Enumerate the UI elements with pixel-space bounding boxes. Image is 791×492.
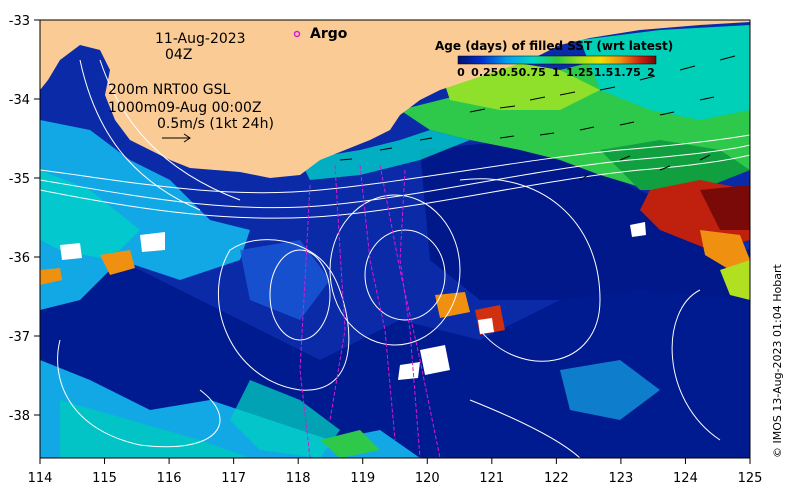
plot-border xyxy=(39,19,751,459)
legend-tick-label: 1.25 xyxy=(566,66,593,79)
x-tick-label: 117 xyxy=(221,471,246,486)
info-line-3: 0.5m/s (1kt 24h) xyxy=(157,116,274,132)
x-tick-label: 116 xyxy=(157,471,182,486)
y-tick-label: -36 xyxy=(9,251,30,266)
legend-tick-label: 0.75 xyxy=(519,66,546,79)
x-tick-label: 114 xyxy=(28,471,53,486)
nodata-patch-5 xyxy=(630,222,646,237)
light-blue-patch-east xyxy=(560,360,660,420)
dark-green-patch xyxy=(600,140,750,190)
cyan-band-northeast xyxy=(580,25,750,120)
argo-legend-label: Argo xyxy=(310,26,348,42)
legend-tick-label: 2 xyxy=(647,66,655,79)
mid-blue-patch xyxy=(240,240,330,320)
argo-tracks xyxy=(299,164,441,458)
cyan-patch-center xyxy=(230,380,340,458)
y-tick-label: -38 xyxy=(9,409,30,424)
nodata-patch-4 xyxy=(60,243,82,260)
info-line-1: 200m NRT00 GSL xyxy=(108,82,231,98)
x-tick-label: 123 xyxy=(608,471,633,486)
legend-tick-label: 0.5 xyxy=(499,66,519,79)
cyan-band-southcoast xyxy=(300,130,470,180)
legend-tick-label: 1 xyxy=(552,66,560,79)
credit-label: © IMOS 13-Aug-2023 01:04 Hobart xyxy=(771,264,784,458)
light-ocean-patch-west xyxy=(40,120,250,310)
legend-colorbar xyxy=(457,55,657,65)
nodata-patch-2 xyxy=(398,362,420,380)
plot-area xyxy=(40,20,750,458)
y-tick-label: -35 xyxy=(9,172,30,187)
cyan-patch-sw xyxy=(60,400,250,458)
legend-tick-labels: 0 0.25 0.5 0.75 1 1.25 1.5 1.75 2 xyxy=(457,66,655,79)
orange-patch-west xyxy=(40,268,62,285)
legend-tick-label: 0 xyxy=(457,66,465,79)
orange-patch-115 xyxy=(100,250,135,275)
date-label: 11-Aug-2023 xyxy=(155,31,246,47)
x-tick-label: 125 xyxy=(738,471,763,486)
nodata-patch-6 xyxy=(478,318,494,334)
time-label: 04Z xyxy=(165,47,192,63)
x-tick-label: 124 xyxy=(673,471,698,486)
darkred-patch-east xyxy=(700,185,750,230)
orange-patch-east xyxy=(700,230,750,270)
nodata-patch-1 xyxy=(420,345,450,375)
x-tick-label: 118 xyxy=(286,471,311,486)
y-tick-label: -37 xyxy=(9,330,30,345)
x-tick-label: 120 xyxy=(415,471,440,486)
nodata-patch-3 xyxy=(140,232,165,252)
y-tick-label: -33 xyxy=(9,14,30,29)
green-patch-south xyxy=(320,430,380,458)
legend-tick-label: 1.75 xyxy=(614,66,641,79)
legend-title: Age (days) of filled SST (wrt latest) xyxy=(435,39,673,53)
lime-patch-east xyxy=(720,260,750,300)
cyan-patch-nw xyxy=(40,170,140,260)
info-line-2: 1000m09-Aug 00:00Z xyxy=(108,100,262,116)
legend-tick-label: 0.25 xyxy=(471,66,498,79)
x-tick-label: 115 xyxy=(92,471,117,486)
x-tick-label: 121 xyxy=(479,471,504,486)
x-axis-ticks: 114 115 116 117 118 119 120 121 122 123 124 125 xyxy=(28,458,763,486)
x-tick-label: 122 xyxy=(544,471,569,486)
velocity-vectors xyxy=(339,55,736,181)
y-tick-label: -34 xyxy=(9,93,30,108)
y-axis-ticks: -33 -34 -35 -36 -37 -38 xyxy=(9,14,40,424)
x-tick-label: 119 xyxy=(350,471,375,486)
contour-lines xyxy=(40,59,750,458)
legend-tick-label: 1.5 xyxy=(594,66,614,79)
land-australia xyxy=(40,20,750,178)
scale-arrow xyxy=(162,133,191,143)
argo-marker xyxy=(293,30,301,38)
